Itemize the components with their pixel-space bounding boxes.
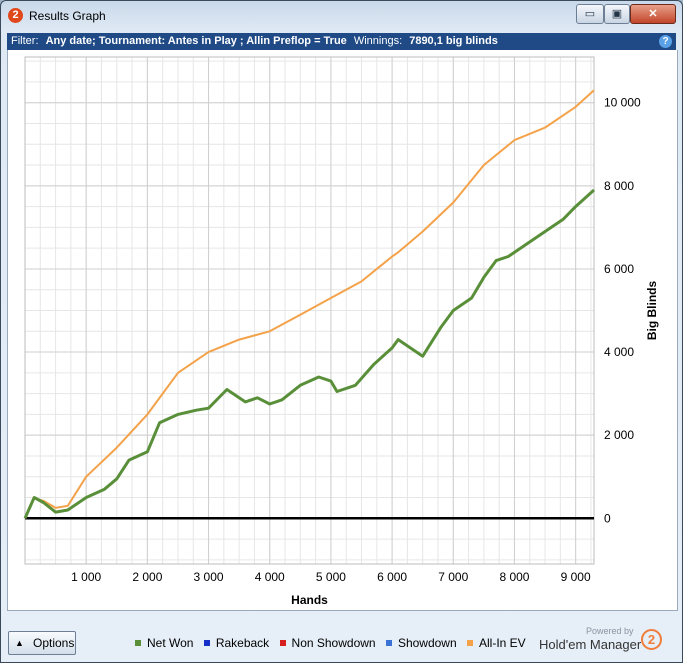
y-tick-label: 2 000 xyxy=(604,428,634,442)
legend-swatch xyxy=(385,640,392,646)
y-tick-label: 0 xyxy=(604,511,611,525)
legend-item-non-showdown[interactable]: Non Showdown xyxy=(279,636,376,650)
legend-item-all-in-ev[interactable]: All-In EV xyxy=(467,636,526,650)
y-axis-label: Big Blinds xyxy=(645,281,659,341)
brand-name: Hold'em Manager xyxy=(539,637,642,652)
legend-swatch xyxy=(467,640,473,646)
app-logo-icon: 2 xyxy=(8,8,23,23)
maximize-button[interactable]: ▣ xyxy=(604,4,630,24)
x-tick-label: 4 000 xyxy=(255,570,285,584)
legend-label: Rakeback xyxy=(215,636,270,650)
x-tick-label: 9 000 xyxy=(561,570,591,584)
y-tick-label: 10 000 xyxy=(604,96,641,110)
filter-label: Filter: xyxy=(11,35,39,47)
chevron-up-icon: ▲ xyxy=(15,638,24,648)
filter-bar[interactable]: Filter: Any date; Tournament: Antes in P… xyxy=(7,33,676,50)
bottom-bar: ▲ Options Net Won Rakeback Non Showdown … xyxy=(1,623,682,662)
chart-legend: Net Won Rakeback Non Showdown Showdown A… xyxy=(135,636,533,650)
help-icon[interactable]: ? xyxy=(659,35,672,48)
window-title: Results Graph xyxy=(29,9,106,23)
legend-swatch xyxy=(135,640,141,646)
x-tick-label: 7 000 xyxy=(438,570,468,584)
brand-logo-icon: 2 xyxy=(641,629,662,650)
options-button[interactable]: ▲ Options xyxy=(8,631,76,655)
x-tick-label: 5 000 xyxy=(316,570,346,584)
plot-area-border xyxy=(24,56,595,565)
x-tick-label: 3 000 xyxy=(194,570,224,584)
x-tick-label: 6 000 xyxy=(377,570,407,584)
series-line-all-in-ev xyxy=(24,89,595,519)
legend-label: Non Showdown xyxy=(291,636,376,650)
y-tick-label: 8 000 xyxy=(604,179,634,193)
results-chart: 1 000 2 000 3 000 4 000 5 000 6 000 7 000 8 000… xyxy=(23,56,659,607)
legend-swatch xyxy=(203,640,210,646)
y-tick-label: 6 000 xyxy=(604,262,634,276)
legend-item-net-won[interactable]: Net Won xyxy=(135,636,193,650)
legend-swatch xyxy=(279,640,286,646)
graph-panel: 1 000 2 000 3 000 4 000 5 000 6 000 7 000 8 000… xyxy=(7,50,678,611)
x-axis-label: Hands xyxy=(291,593,328,607)
filter-text: Any date; Tournament: Antes in Play ; Al… xyxy=(45,35,347,47)
x-tick-label: 2 000 xyxy=(132,570,162,584)
title-bar[interactable]: 2 Results Graph ▭ ▣ ✕ xyxy=(1,1,682,31)
winnings-value: 7890,1 big blinds xyxy=(409,35,498,47)
close-button[interactable]: ✕ xyxy=(630,4,676,24)
powered-by-text: Powered by xyxy=(586,626,634,636)
legend-label: Showdown xyxy=(397,636,457,650)
legend-item-rakeback[interactable]: Rakeback xyxy=(203,636,270,650)
options-label: Options xyxy=(33,636,75,650)
series-line-net-won xyxy=(23,188,596,519)
minimize-button[interactable]: ▭ xyxy=(576,4,604,24)
y-tick-label: 4 000 xyxy=(604,345,634,359)
x-tick-label: 8 000 xyxy=(499,570,529,584)
legend-item-showdown[interactable]: Showdown xyxy=(385,636,457,650)
legend-label: All-In EV xyxy=(479,636,526,650)
x-tick-label: 1 000 xyxy=(71,570,101,584)
winnings-label: Winnings: xyxy=(353,35,403,47)
legend-label: Net Won xyxy=(147,636,194,650)
